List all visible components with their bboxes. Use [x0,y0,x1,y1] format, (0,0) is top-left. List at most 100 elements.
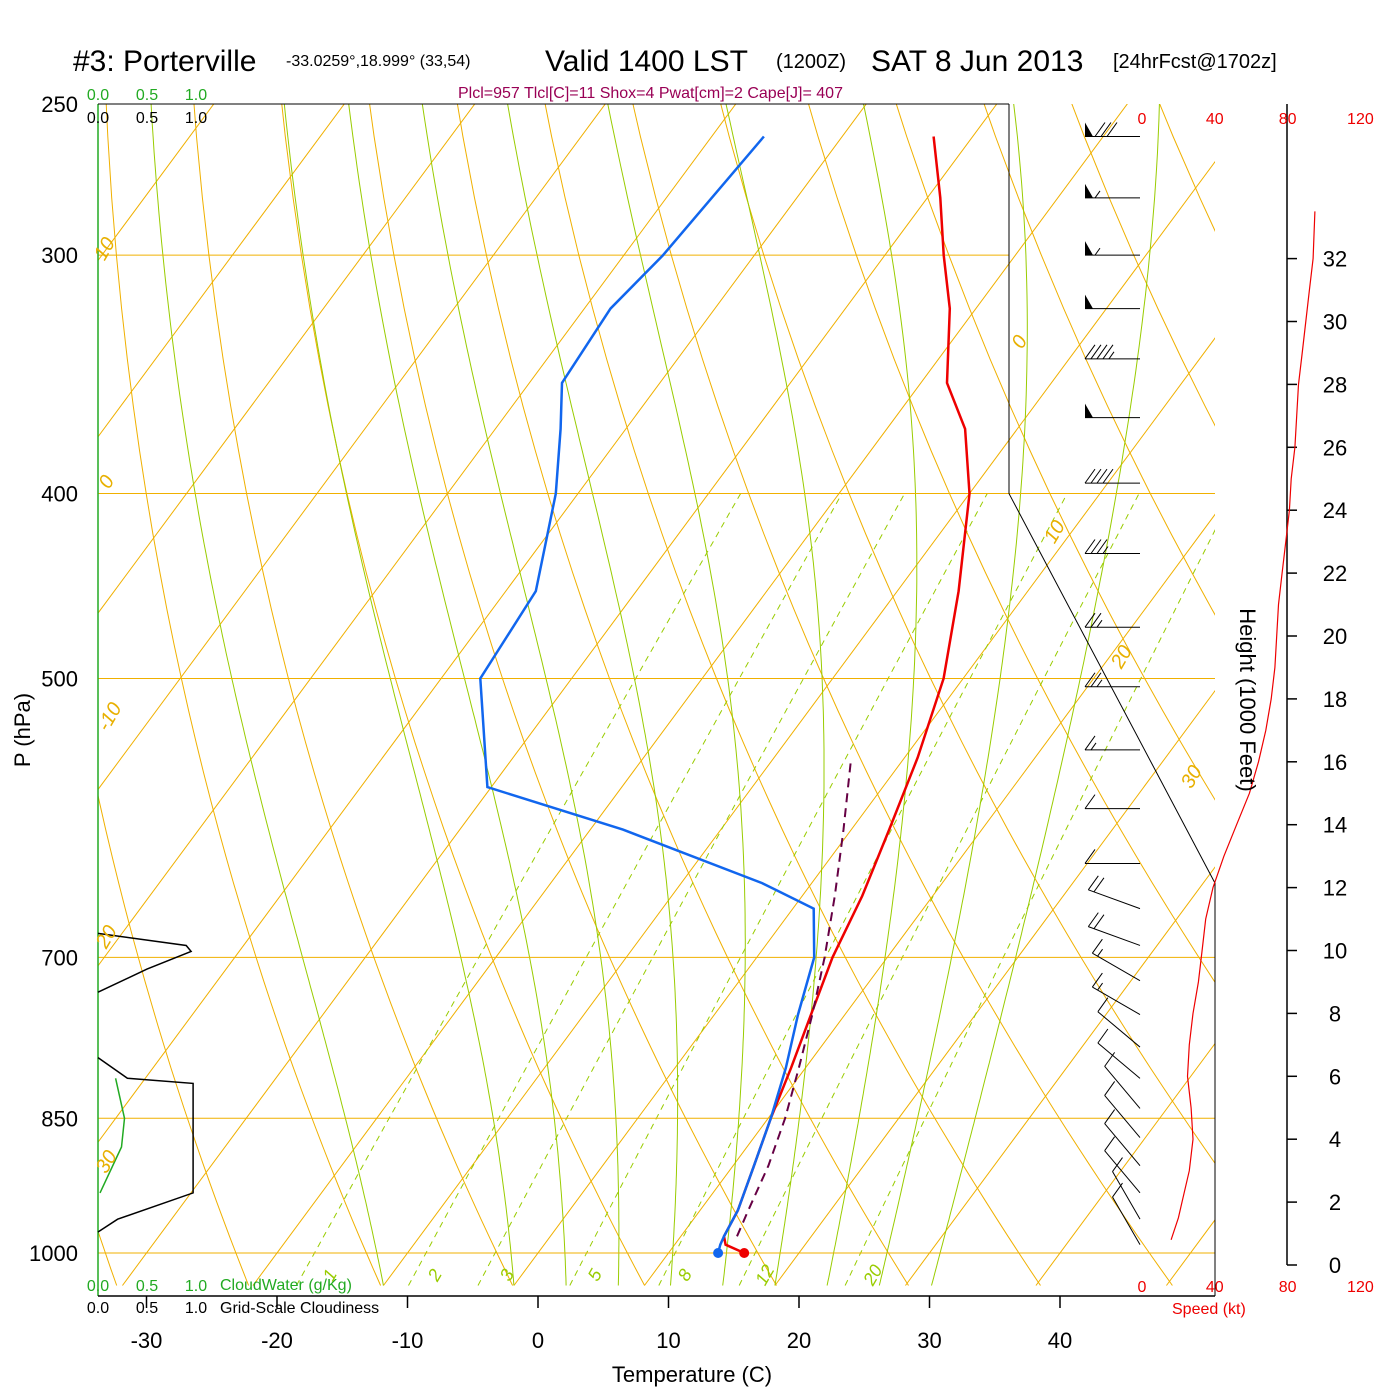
isotherm-line [1166,1219,1215,1286]
isotherm-line [383,160,1215,1286]
cloudiness-label: Grid-Scale Cloudiness [220,1300,379,1317]
height-tick-label: 14 [1323,813,1347,838]
temperature-tick-label: -30 [131,1328,163,1353]
dry-adiabat-line [369,104,777,1286]
height-tick-label: 24 [1323,498,1347,523]
cloudiness-lower-layer [97,1056,194,1233]
isotherm-label: 10 [1040,517,1070,547]
cloudiness-tick-label: 1.0 [185,110,207,127]
isotherm-line [513,337,1215,1286]
moist-adiabat-line [878,104,1028,1286]
pressure-tick-label: 850 [41,1106,78,1131]
mixing-ratio-line [658,493,1068,1286]
mixing-ratio-line [844,529,1215,1286]
wind-barb-icon [1084,735,1140,751]
height-axis-title: Height (1000 Feet) [1235,608,1260,791]
dry-adiabat-line [193,104,514,1286]
wind-barb-icon [1084,539,1140,554]
isotherm-line [98,104,867,1144]
height-tick-label: 12 [1323,876,1347,901]
dry-adiabat-line [1071,104,1215,427]
speed-tick-label: 80 [1279,111,1297,128]
height-tick-label: 20 [1323,624,1347,649]
cloud-water-tick-label: 0.0 [87,87,109,104]
temperature-tick-label: -20 [261,1328,293,1353]
isotherm-line [98,104,476,614]
cloudiness-tick-label: 0.0 [87,1300,109,1317]
cloud-water-tick-label: 1.0 [185,87,207,104]
dry-adiabat-line [456,104,909,1286]
temperature-tick-label: 40 [1048,1328,1072,1353]
cloud-water-tick-label: 0.5 [136,87,158,104]
cloud-water-tick-label: 0.0 [87,1278,109,1295]
speed-axis-label: Speed (kt) [1172,1301,1246,1318]
sounding-profiles [479,135,971,1258]
wind-barb-icon [1084,612,1140,628]
cloudiness-tick-label: 1.0 [185,1300,207,1317]
moist-adiabat-line [725,104,825,1286]
dry-adiabat-line [281,104,646,1286]
pressure-tick-label: 500 [41,667,78,692]
height-tick-label: 28 [1323,372,1347,397]
moist-adiabat-line [826,104,918,1286]
dry-adiabat-line [1159,104,1215,232]
cloudiness-tick-label: 0.0 [87,110,109,127]
speed-tick-label: 0 [1138,111,1147,128]
wind-barb-icon [1085,294,1140,310]
moist-adiabat-line [507,104,679,1286]
x-axis-title: Temperature (C) [612,1362,772,1387]
wind-barb-icon [1112,1182,1141,1245]
y-axis-title: P (hPa) [10,693,35,767]
isotherm-line [644,513,1215,1286]
mixing-ratio-label: 3 [496,1266,518,1285]
cloud-water-tick-label: 0.5 [136,1278,158,1295]
wind-barb-icon [1112,1157,1141,1220]
wind-barb-icon [1084,468,1140,484]
height-tick-label: 8 [1329,1001,1341,1026]
dry-adiabat-line [105,104,382,1286]
wind-barb-icon [1084,344,1140,360]
wind-barb-icon [1085,241,1140,256]
temperature-line [722,136,971,1255]
dry-adiabat-line [895,104,1215,801]
height-tick-label: 0 [1329,1253,1341,1278]
wind-barb-icon [1104,1109,1141,1166]
mixing-ratio-label: 8 [674,1266,696,1285]
stability-indices: Plcl=957 Tlcl[C]=11 Shox=4 Pwat[cm]=2 Ca… [458,85,843,102]
isotherm-line [252,104,1128,1286]
moist-adiabat-line [421,104,620,1286]
speed-tick-label: 120 [1347,111,1374,128]
temperature-tick-label: 0 [532,1328,544,1353]
isotherm-label: 30 [92,1147,122,1177]
station-title: #3: Porterville [73,45,256,78]
isotherm-line [98,104,737,967]
height-tick-label: 18 [1323,687,1347,712]
height-tick-label: 26 [1323,435,1347,460]
mixing-ratio-line [477,493,906,1286]
moist-adiabat-line [150,104,384,1286]
height-tick-label: 16 [1323,750,1347,775]
station-coords: -33.0259°,18.999° (33,54) [286,53,470,70]
height-tick-label: 22 [1323,561,1347,586]
dewpoint-line-surface-point [713,1248,724,1258]
valid-time: Valid 1400 LST [545,45,748,78]
dewpoint-line [479,135,816,1254]
isotherm-line [1297,70,1400,1285]
moist-adiabat-line [607,104,746,1286]
moist-adiabat-line [931,104,1160,1286]
mixing-ratio-line [569,493,988,1286]
wind-barb-icon [1087,912,1141,946]
height-tick-label: 6 [1329,1064,1341,1089]
speed-tick-label: 40 [1206,1279,1224,1296]
pressure-tick-label: 700 [41,945,78,970]
cloud-water-tick-label: 1.0 [185,1278,207,1295]
mixing-ratio-label: 20 [859,1261,887,1289]
right-axis-line [1008,104,1216,1296]
dry-adiabat-line [544,104,1041,1286]
wind-barb-icon [1097,1028,1141,1079]
wind-barb-icon [1104,1136,1141,1194]
dry-adiabat-line [808,104,1215,984]
pressure-tick-label: 1000 [29,1241,78,1266]
wind-speed-panel: 0246810121416182022242628303200404080801… [1138,104,1374,1296]
